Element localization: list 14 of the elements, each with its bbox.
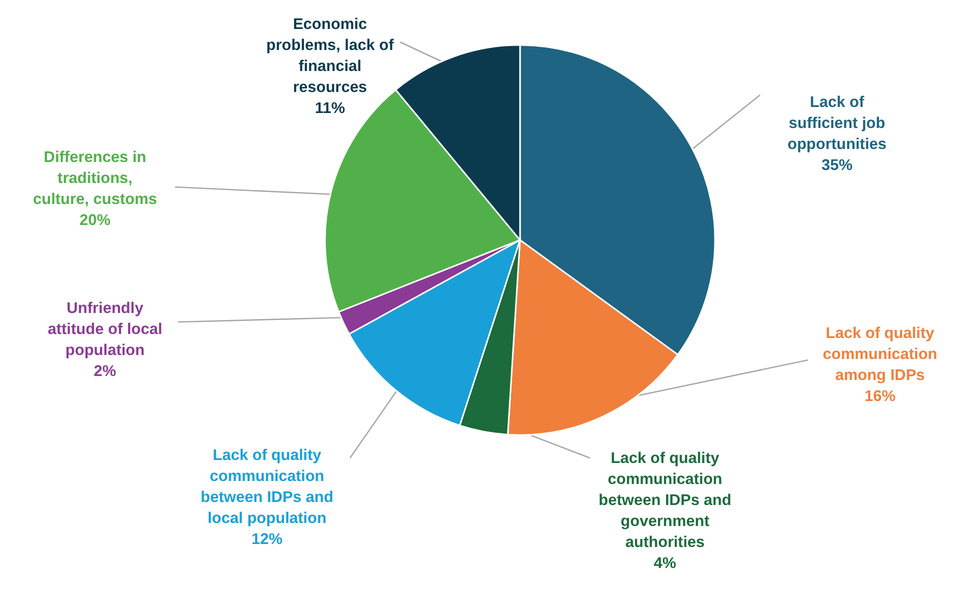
slice-label: Unfriendly attitude of local population [48,300,162,359]
data-label: 4% [654,555,676,572]
data-label: 2% [94,363,116,380]
slice-label: Differences in traditions, culture, customs [32,149,158,208]
data-label: 12% [251,531,283,548]
slice-label: Lack of quality communication between IDPs and local population [200,447,334,527]
data-label: 11% [314,100,346,117]
data-label: 20% [79,212,111,229]
slice-label: Lack of quality communication among IDPs [822,325,938,384]
slice-label: Lack of sufficient job opportunities [787,94,887,153]
data-label: 16% [864,388,896,405]
data-label: 35% [821,157,853,174]
slice-label: Lack of quality communication between IDPs and government authorities [598,450,732,551]
slice-label: Economic problems, lack of financial resources [266,16,395,96]
